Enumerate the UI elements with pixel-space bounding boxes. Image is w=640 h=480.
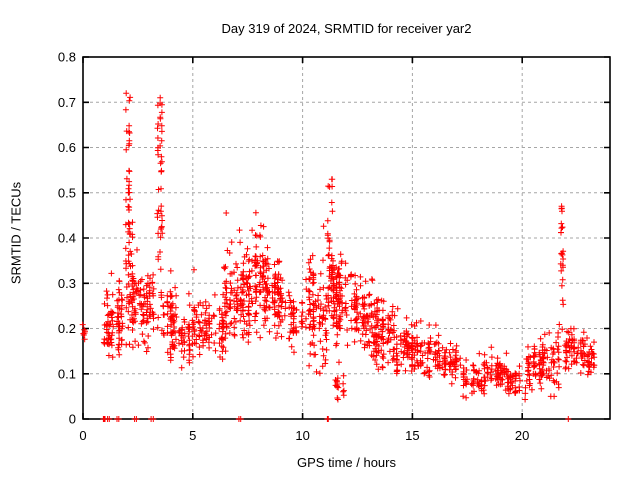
y-tick-label: 0.5 <box>58 185 76 200</box>
x-tick-label: 15 <box>405 428 419 443</box>
x-tick-label: 0 <box>79 428 86 443</box>
x-tick-label: 10 <box>295 428 309 443</box>
plot-frame <box>82 56 611 420</box>
chart-title: Day 319 of 2024, SRMTID for receiver yar… <box>221 21 472 36</box>
y-tick-label: 0.2 <box>58 321 76 336</box>
y-tick-label: 0.4 <box>58 231 76 246</box>
tick-labels: 0 0.1 0.2 0.3 0.4 0.5 0.6 0.7 0.8 0 5 10 15 20 <box>58 50 529 444</box>
y-axis-label: SRMTID / TECUs <box>8 181 24 285</box>
y-tick-label: 0.6 <box>58 140 76 155</box>
y-tick-label: 0.7 <box>58 95 76 110</box>
x-axis-label: GPS time / hours <box>297 455 396 470</box>
data-points <box>79 90 598 422</box>
y-tick-label: 0.8 <box>58 50 76 65</box>
x-tick-label: 20 <box>515 428 529 443</box>
x-tick-label: 5 <box>189 428 196 443</box>
gridlines <box>84 58 609 418</box>
y-tick-label: 0.1 <box>58 366 76 381</box>
y-tick-label: 0.3 <box>58 276 76 291</box>
y-tick-label: 0 <box>69 412 76 427</box>
